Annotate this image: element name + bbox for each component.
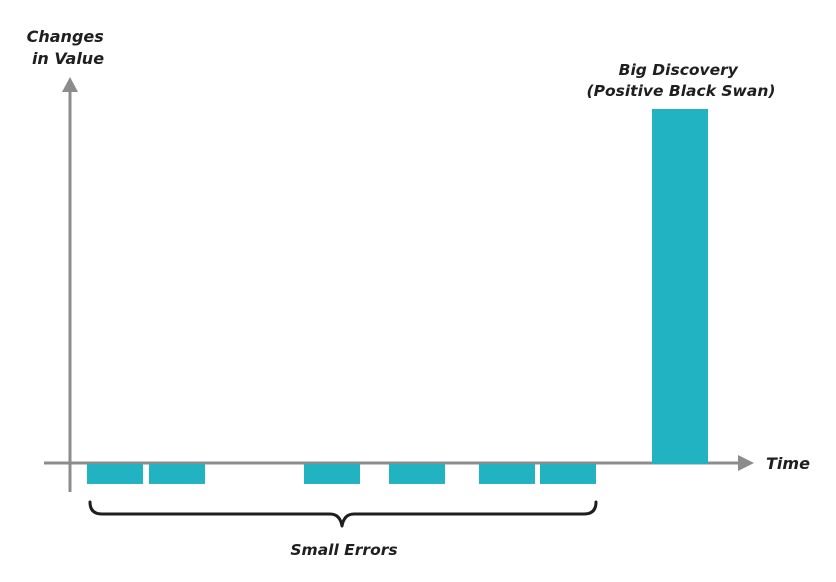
small-errors-label: Small Errors: [290, 541, 397, 559]
y-axis-arrow-icon: [62, 77, 78, 92]
x-axis: [44, 455, 754, 471]
y-axis-label-line-2: in Value: [32, 49, 104, 68]
bar-small-error-6: [540, 464, 596, 484]
x-axis-label: Time: [766, 454, 810, 473]
big-discovery-label: Big Discovery (Positive Black Swan): [587, 61, 776, 100]
bar-small-error-5: [479, 464, 535, 484]
big-discovery-label-line-2: (Positive Black Swan): [587, 82, 776, 100]
bar-big-discovery: [652, 109, 708, 464]
bar-small-error-3: [304, 464, 360, 484]
x-axis-arrow-icon: [738, 455, 754, 471]
bar-small-error-1: [87, 464, 143, 484]
small-errors-brace: [88, 500, 598, 528]
big-discovery-label-line-1: Big Discovery: [619, 61, 739, 79]
bars: [87, 109, 708, 484]
y-axis: [62, 77, 78, 492]
bar-small-error-4: [389, 464, 445, 484]
y-axis-label-line-1: Changes: [27, 27, 104, 46]
bar-small-error-2: [149, 464, 205, 484]
y-axis-label: Changes in Value: [27, 27, 110, 68]
